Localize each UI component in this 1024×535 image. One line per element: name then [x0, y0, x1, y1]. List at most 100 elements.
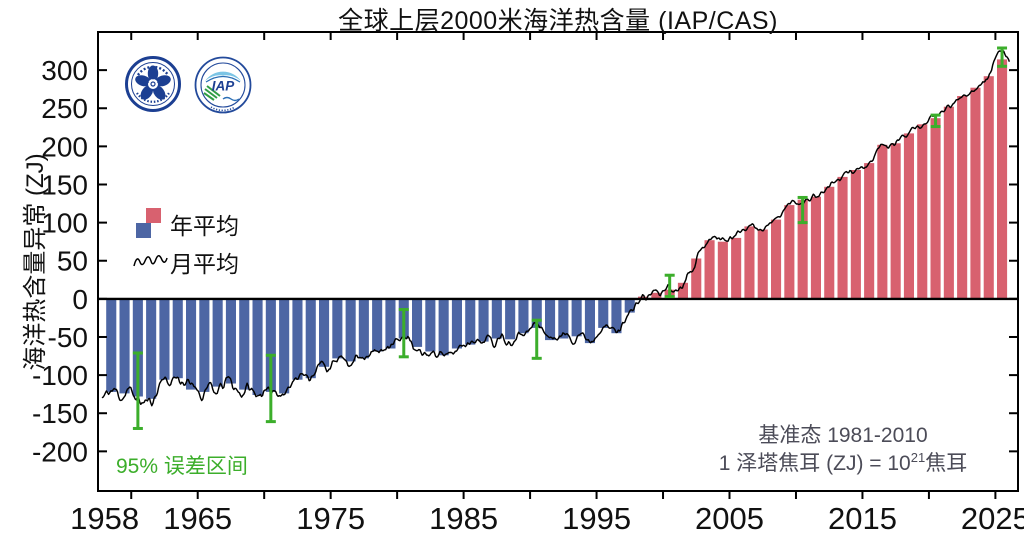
- unit-note-prefix: 1 泽塔焦耳 (ZJ) = 10: [718, 452, 911, 475]
- annual-bar-2025: [997, 59, 1008, 299]
- y-tick-label: -150: [32, 398, 88, 429]
- annual-bar-1975: [332, 298, 343, 359]
- annual-bar-1966: [212, 298, 223, 387]
- annual-bar-2018: [903, 133, 914, 299]
- error-bar-1960: [132, 351, 143, 430]
- iap-logo-text: IAP: [212, 79, 236, 94]
- cas-logo-icon: [125, 56, 181, 112]
- annual-bar-1988: [505, 298, 516, 340]
- annual-bar-2010: [797, 199, 808, 299]
- legend-annual-label: 年平均: [170, 213, 239, 239]
- annual-bar-1993: [571, 298, 582, 337]
- annual-bar-2021: [943, 106, 954, 299]
- legend: 年平均 月平均: [130, 200, 290, 280]
- y-axis-label: 海洋热含量异常 (ZJ): [22, 153, 49, 371]
- annual-bar-1986: [478, 298, 489, 342]
- annual-bar-1996: [611, 298, 622, 334]
- annual-bar-1961: [146, 298, 157, 399]
- y-tick-label: 200: [41, 131, 88, 162]
- baseline-note: 基准态 1981-2010: [758, 424, 928, 447]
- annual-bar-2006: [744, 226, 755, 299]
- annual-bar-1983: [438, 298, 449, 356]
- y-tick-label: -50: [48, 322, 88, 353]
- x-tick-label: 1965: [163, 501, 232, 535]
- annual-bar-2022: [957, 96, 968, 299]
- annual-bar-2001: [677, 282, 688, 299]
- annual-bar-1974: [319, 298, 330, 367]
- annual-bar-2013: [837, 176, 848, 299]
- annual-bar-1968: [239, 298, 250, 390]
- annual-bar-1962: [159, 298, 170, 380]
- annual-bar-1976: [345, 298, 356, 362]
- annual-mean-positive-swatch: [146, 208, 161, 223]
- y-tick-label: 0: [72, 284, 88, 315]
- x-tick-label: 2005: [695, 501, 764, 535]
- error-interval-note: 95% 误差区间: [116, 455, 248, 478]
- annual-bar-1959: [119, 298, 130, 394]
- x-tick-label: 1995: [562, 501, 631, 535]
- annual-bar-1978: [372, 298, 383, 352]
- y-tick-label: 250: [41, 93, 88, 124]
- y-tick-label: -200: [32, 436, 88, 467]
- annual-bar-2015: [864, 163, 875, 299]
- annual-bar-1994: [584, 298, 595, 344]
- x-tick-label: 2025: [961, 501, 1024, 535]
- error-bar-1980: [398, 308, 409, 359]
- annual-bar-1979: [385, 298, 396, 349]
- annual-bar-1973: [305, 298, 316, 379]
- annual-bar-1990: [531, 298, 542, 328]
- annual-bar-2007: [757, 229, 768, 299]
- unit-note: 1 泽塔焦耳 (ZJ) = 1021焦耳: [653, 447, 1024, 477]
- annual-bar-2019: [917, 124, 928, 299]
- annual-bar-1987: [491, 298, 502, 339]
- annual-bar-1981: [412, 298, 423, 347]
- annual-mean-negative-swatch: [136, 223, 151, 238]
- monthly-mean-line: [101, 49, 1011, 407]
- x-tick-label: 1975: [296, 501, 365, 535]
- annual-bar-2003: [704, 240, 715, 299]
- annual-bar-2017: [890, 143, 901, 299]
- x-tick-label: 2015: [828, 501, 897, 535]
- x-tick-label: 1985: [429, 501, 498, 535]
- annual-bar-2012: [824, 186, 835, 299]
- annual-bar-1960: [132, 298, 143, 397]
- annual-bar-2005: [731, 237, 742, 299]
- annual-bar-2020: [930, 118, 941, 299]
- error-bar-2010: [797, 195, 808, 225]
- annual-bar-2014: [850, 170, 861, 299]
- error-bar-1970: [265, 353, 276, 424]
- annual-bar-2024: [983, 76, 994, 299]
- annual-bar-1963: [172, 298, 183, 379]
- annual-bar-2023: [970, 87, 981, 299]
- annual-bar-2008: [771, 219, 782, 299]
- y-tick-label: 50: [57, 246, 88, 277]
- annual-bar-1977: [358, 298, 369, 359]
- annual-bar-2002: [691, 258, 702, 299]
- annual-bar-1972: [292, 298, 303, 380]
- monthly-mean-line-icon: [133, 255, 168, 267]
- error-bar-1990: [531, 318, 542, 360]
- error-bar-2020: [930, 113, 941, 129]
- annual-bar-1991: [545, 298, 556, 341]
- annual-bar-1970: [265, 298, 276, 392]
- annual-bar-2016: [877, 144, 888, 299]
- unit-note-suffix: 焦耳: [925, 452, 968, 475]
- annual-bar-1992: [558, 298, 569, 339]
- legend-monthly-label: 月平均: [170, 251, 239, 277]
- annual-bar-1964: [186, 298, 197, 390]
- annual-bar-1997: [624, 298, 635, 313]
- annual-bar-1969: [252, 298, 263, 395]
- annual-bar-2004: [717, 241, 728, 299]
- annual-bar-1971: [279, 298, 290, 394]
- annual-bar-1965: [199, 298, 210, 392]
- annual-bar-2009: [784, 205, 795, 299]
- error-bar-2025: [997, 46, 1008, 68]
- y-tick-label: 300: [41, 55, 88, 86]
- annual-bar-1985: [465, 298, 476, 345]
- annual-bar-1995: [598, 298, 609, 328]
- y-tick-label: 150: [41, 169, 88, 200]
- y-tick-label: -100: [32, 360, 88, 391]
- y-tick-label: 100: [41, 208, 88, 239]
